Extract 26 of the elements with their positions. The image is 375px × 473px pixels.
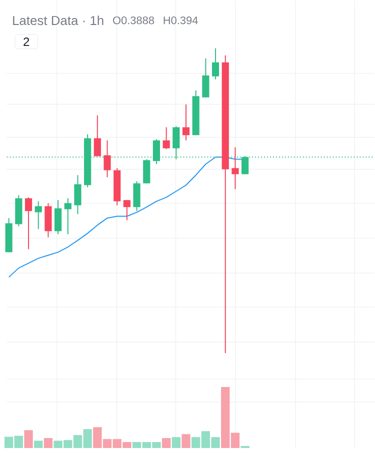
text: O0.3888	[113, 16, 154, 24]
candlestick	[34, 200, 42, 230]
candlestick	[74, 174, 82, 215]
bar	[182, 434, 190, 448]
text: H0.394	[164, 16, 198, 24]
candlestick	[133, 180, 140, 212]
candlestick	[143, 158, 150, 184]
candlestick	[212, 48, 220, 80]
candlestick	[182, 104, 190, 141]
chart-title: Latest Data · 1h	[13, 16, 104, 26]
candlestick	[54, 200, 62, 235]
candlestick	[232, 146, 239, 190]
candlestick	[123, 200, 130, 221]
candlestick	[162, 126, 170, 150]
text: 2	[24, 38, 30, 46]
bar	[34, 440, 43, 448]
bar	[44, 438, 53, 448]
candlestick	[202, 58, 210, 98]
bar	[172, 437, 180, 448]
bar	[162, 438, 171, 448]
bar	[240, 446, 250, 448]
candlestick	[104, 140, 111, 178]
candlestick	[24, 196, 32, 250]
candlestick	[94, 114, 101, 157]
bar	[24, 430, 33, 448]
candlestick	[64, 198, 72, 235]
